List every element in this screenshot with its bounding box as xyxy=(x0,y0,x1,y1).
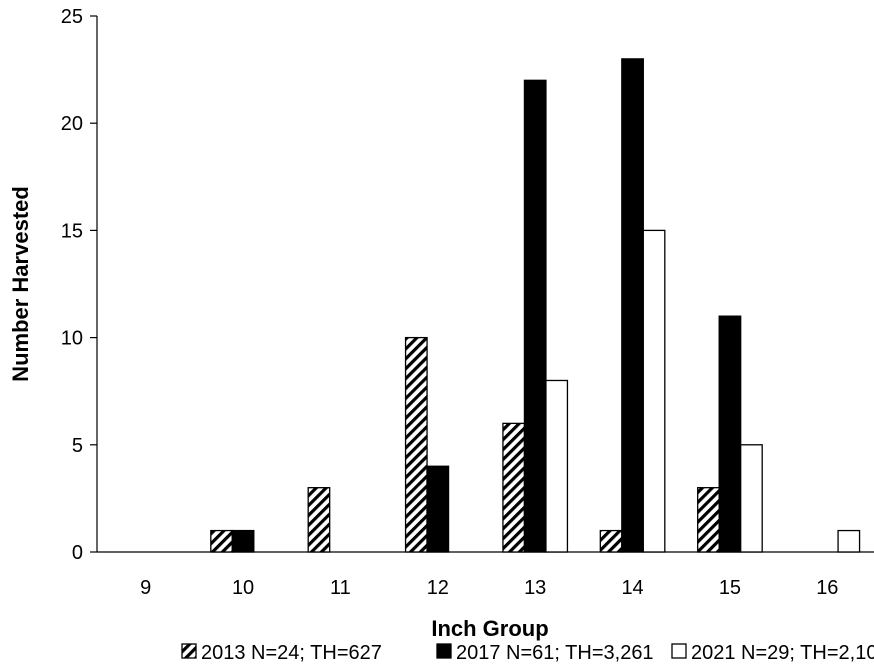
bar-2021-14 xyxy=(642,229,666,553)
bar-2021-13 xyxy=(545,379,569,553)
x-tick-label: 11 xyxy=(330,577,351,599)
legend-label: 2013 N=24; TH=627 xyxy=(201,642,382,664)
bar-2013-14 xyxy=(599,529,623,553)
bar-2013-10 xyxy=(210,529,233,553)
bar-2017-13 xyxy=(523,79,547,553)
legend-swatch xyxy=(671,643,687,659)
y-tick-label: 5 xyxy=(72,435,83,457)
x-tick-label: 15 xyxy=(719,577,741,599)
legend-label: 2021 N=29; TH=2,108 xyxy=(691,642,874,664)
bar-2013-12 xyxy=(404,336,428,553)
y-tick-label: 15 xyxy=(61,220,83,242)
y-axis-title: Number Harvested xyxy=(8,186,33,382)
x-tick-label: 14 xyxy=(621,577,643,599)
y-tick-label: 20 xyxy=(61,113,83,135)
plot-area: 0 5 10 15 20 25 9 10 11 12 13 14 15 16 xyxy=(61,6,874,599)
bar-2021-15 xyxy=(740,444,763,553)
x-tick-label: 16 xyxy=(816,577,838,599)
bar-2017-12 xyxy=(426,465,450,553)
x-tick-label: 13 xyxy=(524,577,546,599)
x-tick-label: 9 xyxy=(140,577,151,599)
legend-label: 2017 N=61; TH=3,261 xyxy=(456,642,654,664)
y-tick-label: 25 xyxy=(61,6,83,28)
legend-swatch xyxy=(181,643,197,659)
x-tick-label: 12 xyxy=(427,577,449,599)
y-tick-label: 0 xyxy=(72,542,83,564)
bar-2017-15 xyxy=(718,315,742,553)
y-tick-label: 10 xyxy=(61,328,83,350)
bar-2013-15 xyxy=(697,487,720,553)
x-tick-label: 10 xyxy=(232,577,254,599)
bar-2021-16 xyxy=(837,529,861,553)
bar-2017-14 xyxy=(621,58,644,553)
x-axis-title: Inch Group xyxy=(431,616,548,641)
legend-swatch xyxy=(436,643,452,659)
bar-2013-13 xyxy=(502,422,526,553)
bar-2017-10 xyxy=(231,529,255,553)
bar-2013-11 xyxy=(307,487,331,553)
legend: 2013 N=24; TH=627 2017 N=61; TH=3,261 2021… xyxy=(181,642,874,664)
